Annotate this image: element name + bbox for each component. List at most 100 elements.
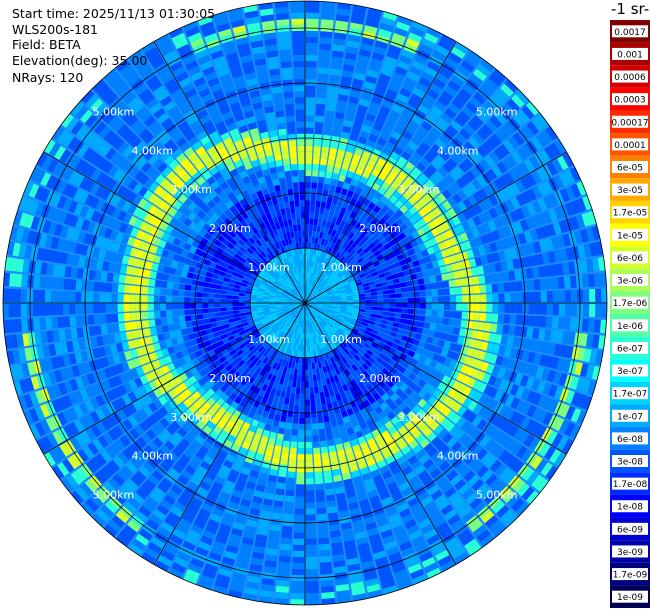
range-gate-cell: [133, 377, 143, 388]
range-gate-cell: [247, 187, 256, 195]
range-gate-cell: [335, 353, 342, 361]
range-gate-cell: [226, 177, 235, 186]
range-gate-cell: [229, 260, 237, 268]
range-gate-cell: [168, 468, 180, 479]
range-gate-cell: [281, 359, 287, 367]
range-gate-cell: [228, 230, 237, 238]
range-gate-cell: [194, 186, 204, 196]
range-gate-cell: [335, 238, 342, 246]
range-gate-cell: [235, 560, 249, 570]
range-gate-cell: [293, 224, 298, 232]
range-gate-cell: [410, 568, 425, 580]
range-gate-cell: [371, 329, 379, 335]
range-gate-cell: [470, 330, 479, 339]
range-gate-cell: [196, 176, 206, 186]
range-gate-cell: [141, 552, 156, 565]
range-gate-cell: [266, 180, 274, 188]
range-gate-cell: [227, 264, 235, 271]
range-gate-cell: [329, 328, 335, 335]
range-gate-cell: [269, 331, 275, 338]
range-gate-cell: [291, 580, 304, 588]
range-gate-cell: [223, 84, 235, 94]
range-gate-cell: [230, 325, 238, 331]
range-gate-cell: [268, 339, 275, 346]
range-gate-cell: [271, 313, 278, 318]
range-gate-cell: [459, 449, 471, 461]
range-gate-cell: [70, 327, 78, 339]
range-gate-cell: [359, 306, 366, 310]
range-gate-cell: [152, 437, 164, 448]
range-gate-cell: [236, 119, 247, 128]
range-gate-cell: [79, 205, 90, 218]
range-gate-cell: [587, 319, 595, 333]
range-gate-cell: [215, 284, 223, 290]
range-gate-cell: [298, 175, 305, 183]
range-gate-cell: [187, 394, 197, 404]
range-gate-cell: [51, 126, 65, 141]
range-gate-cell: [167, 324, 175, 332]
range-gate-cell: [44, 304, 52, 316]
range-gate-cell: [164, 258, 173, 267]
range-gate-cell: [237, 239, 245, 247]
range-gate-cell: [272, 420, 280, 428]
range-gate-cell: [440, 417, 451, 428]
range-gate-cell: [338, 233, 345, 240]
range-gate-cell: [329, 304, 336, 307]
range-gate-cell: [306, 599, 320, 605]
range-gate-cell: [127, 179, 139, 191]
range-gate-cell: [457, 383, 467, 394]
range-gate-cell: [303, 284, 305, 291]
range-gate-cell: [226, 303, 233, 307]
range-gate-cell: [169, 186, 179, 196]
range-gate-cell: [526, 390, 537, 403]
range-gate-cell: [184, 433, 195, 444]
range-gate-cell: [333, 387, 340, 395]
range-gate-cell: [103, 227, 113, 239]
range-gate-cell: [288, 323, 293, 330]
range-gate-cell: [582, 395, 593, 411]
range-gate-cell: [250, 297, 257, 301]
range-gate-cell: [213, 359, 222, 367]
range-gate-cell: [268, 360, 275, 368]
range-gate-cell: [306, 327, 309, 334]
range-gate-cell: [215, 388, 224, 398]
range-gate-cell: [314, 317, 320, 324]
range-gate-cell: [518, 361, 527, 374]
range-gate-cell: [255, 343, 263, 350]
range-gate-cell: [333, 312, 340, 316]
range-gate-cell: [167, 83, 181, 95]
range-gate-cell: [330, 203, 337, 211]
range-gate-cell: [324, 339, 330, 347]
range-gate-cell: [373, 384, 382, 393]
range-gate-cell: [289, 309, 296, 314]
range-gate-cell: [182, 264, 190, 272]
range-gate-cell: [68, 241, 77, 254]
range-gate-cell: [401, 513, 415, 524]
range-gate-cell: [378, 523, 391, 533]
range-gate-cell: [360, 190, 369, 198]
range-gate-cell: [249, 470, 259, 479]
range-gate-cell: [320, 311, 327, 316]
range-gate-cell: [281, 318, 287, 324]
range-gate-cell: [73, 188, 84, 202]
range-gate-cell: [554, 452, 567, 467]
range-gate-cell: [289, 243, 294, 251]
range-gate-cell: [234, 201, 243, 210]
range-gate-cell: [92, 347, 101, 359]
range-gate-cell: [445, 537, 459, 549]
range-gate-cell: [298, 423, 305, 431]
range-gate-cell: [264, 174, 272, 183]
range-gate-cell: [256, 151, 266, 159]
range-gate-cell: [305, 151, 313, 158]
range-gate-cell: [259, 416, 268, 424]
range-gate-cell: [278, 286, 285, 291]
range-gate-cell: [397, 15, 413, 26]
range-gate-cell: [237, 391, 246, 400]
range-gate-cell: [308, 357, 312, 364]
range-gate-cell: [184, 297, 191, 303]
range-gate-cell: [163, 494, 176, 506]
range-gate-cell: [542, 382, 553, 396]
range-gate-cell: [153, 287, 161, 295]
range-gate-cell: [224, 341, 232, 349]
range-gate-cell: [101, 175, 112, 188]
